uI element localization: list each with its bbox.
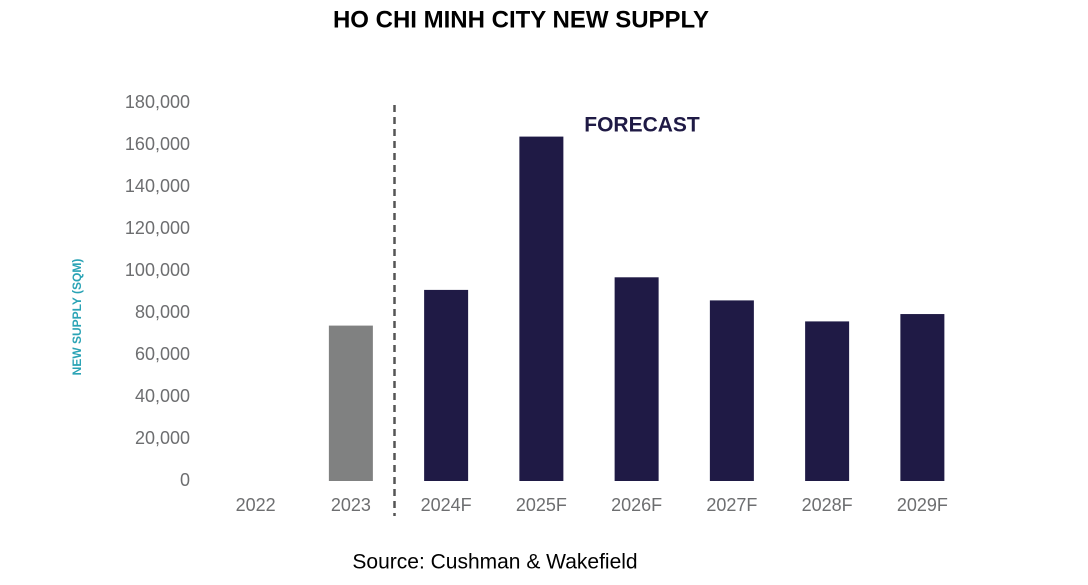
y-axis-label: NEW SUPPLY (SQM)	[70, 259, 84, 376]
y-tick-label: 100,000	[125, 260, 190, 280]
x-tick-label: 2029F	[897, 495, 948, 515]
bar	[424, 289, 469, 481]
x-tick-label: 2025F	[516, 495, 567, 515]
forecast-annotation: FORECAST	[584, 114, 700, 137]
y-tick-label: 60,000	[135, 344, 190, 364]
y-tick-label: 160,000	[125, 134, 190, 154]
y-tick-label: 0	[180, 470, 190, 490]
y-tick-label: 140,000	[125, 176, 190, 196]
bar	[709, 300, 754, 481]
y-tick-label: 80,000	[135, 302, 190, 322]
bar	[805, 321, 850, 481]
x-tick-label: 2028F	[802, 495, 853, 515]
x-tick-label: 2023	[331, 495, 371, 515]
bar	[900, 314, 945, 481]
x-tick-label: 2027F	[706, 495, 757, 515]
bar	[614, 277, 659, 481]
x-tick-label: 2026F	[611, 495, 662, 515]
source-note: Source: Cushman & Wakefield	[352, 551, 637, 574]
x-tick-label: 2024F	[421, 495, 472, 515]
y-tick-label: 180,000	[125, 92, 190, 112]
y-tick-label: 40,000	[135, 386, 190, 406]
x-tick-label: 2022	[236, 495, 276, 515]
bar	[519, 136, 564, 481]
bar	[328, 325, 373, 481]
y-tick-label: 20,000	[135, 428, 190, 448]
chart-title: HO CHI MINH CITY NEW SUPPLY	[333, 6, 709, 33]
y-tick-label: 120,000	[125, 218, 190, 238]
